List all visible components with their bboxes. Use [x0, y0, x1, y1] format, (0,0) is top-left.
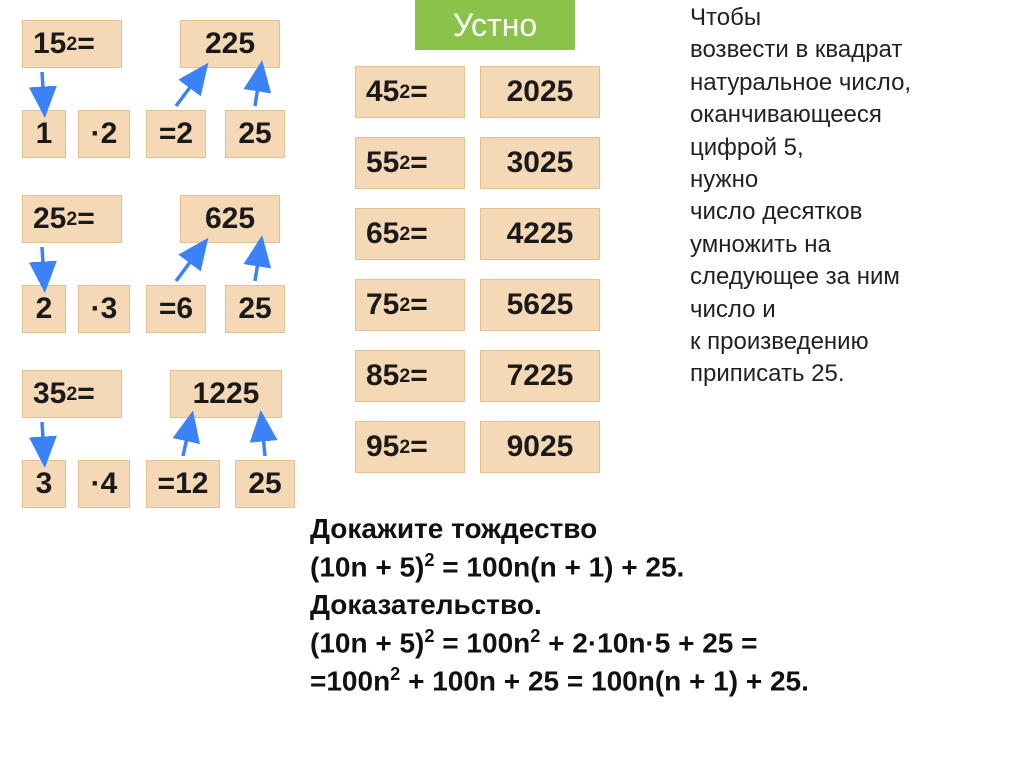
group-2-result: 1225 [170, 370, 282, 418]
proof-line: (10n + 5)2 = 100n(n + 1) + 25. [310, 548, 809, 586]
group-1-b: ·3 [78, 285, 130, 333]
rule-line: число десятков [690, 196, 1020, 228]
group-1-result: 625 [180, 195, 280, 243]
rule-line: оканчивающееся [690, 99, 1020, 131]
rule-line: натуральное число, [690, 67, 1020, 99]
rule-line: к произведению [690, 326, 1020, 358]
rule-line: число и [690, 294, 1020, 326]
title-box: Устно [415, 0, 575, 50]
proof-line: (10n + 5)2 = 100n2 + 2·10n·5 + 25 = [310, 624, 809, 662]
group-2-c: =12 [146, 460, 220, 508]
group-2-a: 3 [22, 460, 66, 508]
example-5-res: 9025 [480, 421, 600, 473]
group-1-square: 252= [22, 195, 122, 243]
example-2-sq: 652= [355, 208, 465, 260]
example-3-sq: 752= [355, 279, 465, 331]
proof-line: Доказательство. [310, 586, 809, 624]
group-2-b: ·4 [78, 460, 130, 508]
proof-line: =100n2 + 100n + 25 = 100n(n + 1) + 25. [310, 662, 809, 700]
proof-line: Докажите тождество [310, 510, 809, 548]
rule-line: Чтобы [690, 2, 1020, 34]
rule-line: возвести в квадрат [690, 34, 1020, 66]
rule-text: Чтобывозвести в квадратнатуральное число… [690, 2, 1020, 391]
group-0-c: =2 [146, 110, 206, 158]
example-0-res: 2025 [480, 66, 600, 118]
proof-text: Докажите тождество(10n + 5)2 = 100n(n + … [310, 510, 809, 700]
group-0-d: 25 [225, 110, 285, 158]
example-4-res: 7225 [480, 350, 600, 402]
group-0-b: ·2 [78, 110, 130, 158]
example-1-sq: 552= [355, 137, 465, 189]
group-1-d: 25 [225, 285, 285, 333]
group-0-a: 1 [22, 110, 66, 158]
rule-line: нужно [690, 164, 1020, 196]
group-1-a: 2 [22, 285, 66, 333]
rule-line: приписать 25. [690, 358, 1020, 390]
rule-line: умножить на [690, 229, 1020, 261]
group-2-d: 25 [235, 460, 295, 508]
example-3-res: 5625 [480, 279, 600, 331]
example-4-sq: 852= [355, 350, 465, 402]
example-5-sq: 952= [355, 421, 465, 473]
example-0-sq: 452= [355, 66, 465, 118]
example-1-res: 3025 [480, 137, 600, 189]
group-0-square: 152= [22, 20, 122, 68]
example-2-res: 4225 [480, 208, 600, 260]
group-2-square: 352= [22, 370, 122, 418]
group-1-c: =6 [146, 285, 206, 333]
rule-line: следующее за ним [690, 261, 1020, 293]
group-0-result: 225 [180, 20, 280, 68]
rule-line: цифрой 5, [690, 132, 1020, 164]
